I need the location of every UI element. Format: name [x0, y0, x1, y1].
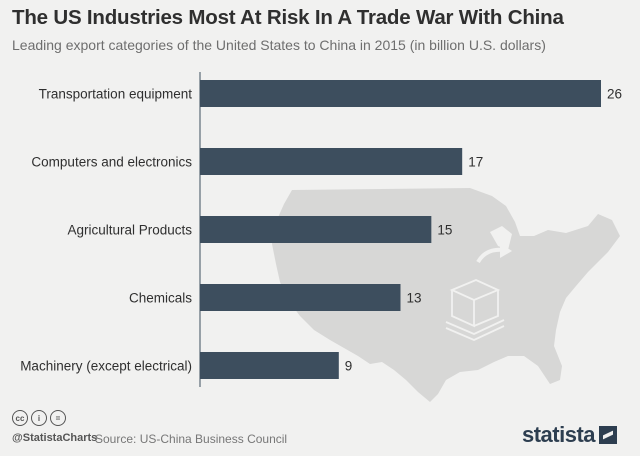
bar-4[interactable] [200, 352, 339, 379]
map-arrowhead [500, 243, 512, 258]
chart-title: The US Industries Most At Risk In A Trad… [12, 6, 564, 29]
chart-subtitle: Leading export categories of the United … [12, 37, 546, 53]
category-label-4: Machinery (except electrical) [20, 359, 192, 374]
value-label-4: 9 [345, 359, 353, 374]
no-derivatives-icon[interactable]: = [50, 410, 66, 426]
value-label-1: 17 [468, 155, 483, 170]
bar-2[interactable] [200, 216, 432, 243]
category-label-1: Computers and electronics [31, 155, 192, 170]
value-label-3: 13 [407, 291, 422, 306]
category-label-3: Chemicals [129, 291, 192, 306]
brand-mark-icon [599, 426, 618, 444]
attribution-icon[interactable]: i [31, 410, 47, 426]
category-label-0: Transportation equipment [39, 87, 193, 102]
license-icons: cc i = [12, 410, 66, 426]
statista-logo[interactable]: statista [522, 420, 632, 450]
bar-3[interactable] [200, 284, 401, 311]
social-handle[interactable]: @StatistaCharts [12, 432, 98, 444]
footer: cc i = @StatistaCharts Source: US-China … [12, 410, 312, 450]
bars-group: Transportation equipment 26 Computers and … [20, 72, 622, 387]
us-map-lakes [490, 226, 512, 250]
bar-1[interactable] [200, 148, 463, 175]
value-label-2: 15 [437, 223, 452, 238]
crate-icon [445, 279, 505, 341]
bar-0[interactable] [200, 80, 601, 107]
value-label-0: 26 [607, 87, 622, 102]
category-label-2: Agricultural Products [67, 223, 192, 238]
source-note: Source: US-China Business Council [95, 432, 288, 446]
brand-name: statista [522, 422, 596, 447]
creative-commons-icon[interactable]: cc [12, 410, 28, 426]
